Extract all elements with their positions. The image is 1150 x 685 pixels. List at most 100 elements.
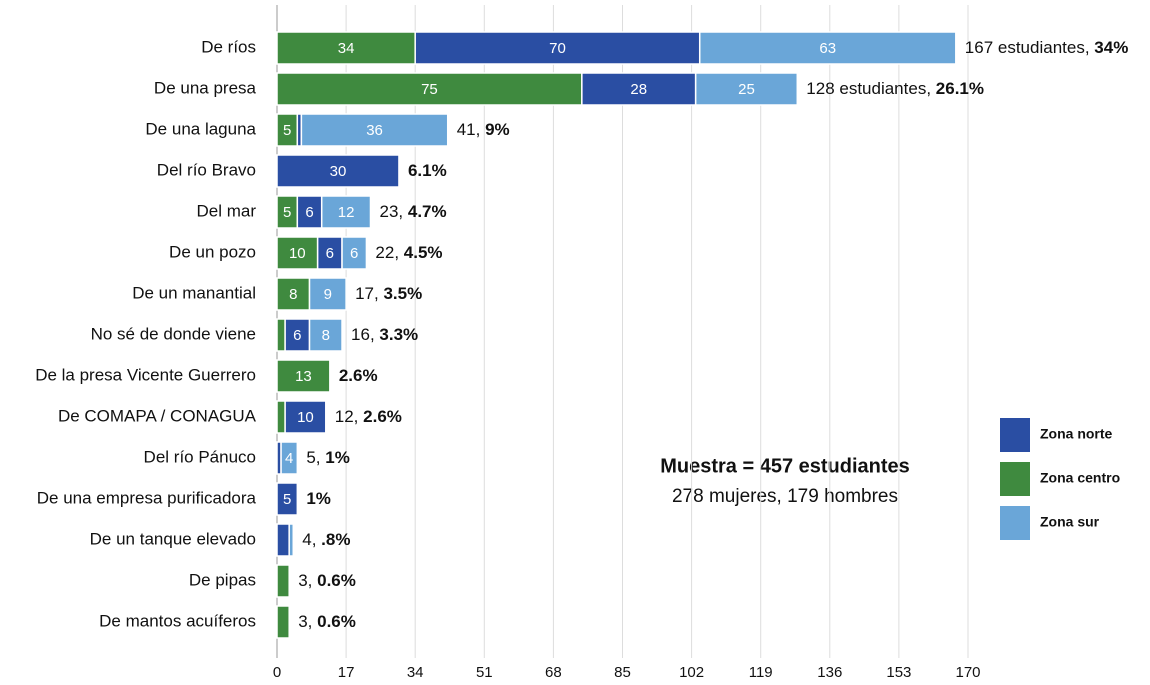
segment-label: 6 xyxy=(326,245,334,262)
total-label: 6.1% xyxy=(408,161,447,180)
segment-label: 8 xyxy=(322,327,330,344)
category-label: De una presa xyxy=(154,78,257,97)
count-label: 41, xyxy=(457,120,481,139)
percent-label: 1% xyxy=(306,489,331,508)
x-tick-label: 170 xyxy=(955,664,980,681)
category-label: De un tanque elevado xyxy=(90,529,256,548)
category-label: Del río Pánuco xyxy=(144,447,256,466)
bar-segment xyxy=(276,277,311,311)
total-label: 3, 0.6% xyxy=(298,571,356,590)
x-tick-label: 119 xyxy=(749,664,773,681)
count-label: 16, xyxy=(351,325,375,344)
bar-segment xyxy=(276,154,400,188)
category-label: De un pozo xyxy=(169,242,256,261)
x-tick-label: 17 xyxy=(338,664,355,681)
category-label: Del río Bravo xyxy=(157,160,256,179)
segment-label: 8 xyxy=(289,286,297,303)
percent-label: 0.6% xyxy=(317,571,356,590)
category-label: De pipas xyxy=(189,570,256,589)
percent-label: .8% xyxy=(321,530,350,549)
segment-label: 28 xyxy=(630,81,647,98)
segment-label: 25 xyxy=(738,81,755,98)
legend-label: Zona norte xyxy=(1040,426,1113,442)
total-label: 23, 4.7% xyxy=(379,202,446,221)
total-label: 3, 0.6% xyxy=(298,612,356,631)
bar-segment xyxy=(276,72,583,106)
total-label: 17, 3.5% xyxy=(355,284,422,303)
count-label: 23, xyxy=(379,202,403,221)
count-label: 167 estudiantes, xyxy=(965,38,1090,57)
bar-segment xyxy=(276,564,290,598)
bar-segment xyxy=(284,318,311,352)
x-tick-label: 68 xyxy=(545,664,562,681)
segment-label: 6 xyxy=(350,245,358,262)
category-label: De la presa Vicente Guerrero xyxy=(35,365,256,384)
category-label: De un manantial xyxy=(132,283,256,302)
count-label: 3, xyxy=(298,571,312,590)
legend-swatch xyxy=(1000,462,1030,496)
percent-label: 0.6% xyxy=(317,612,356,631)
total-label: 1% xyxy=(306,489,331,508)
segment-label: 9 xyxy=(324,286,332,303)
bar-segment xyxy=(276,31,416,65)
bar-segment xyxy=(414,31,701,65)
bar-segment xyxy=(308,318,343,352)
x-tick-label: 51 xyxy=(476,664,493,681)
bar-segment xyxy=(308,277,347,311)
count-label: 22, xyxy=(375,243,399,262)
bar-segment xyxy=(276,359,331,393)
bar-segment xyxy=(276,605,290,639)
percent-label: 34% xyxy=(1094,38,1128,57)
segment-label: 5 xyxy=(283,122,291,139)
bar-segment xyxy=(276,318,286,352)
category-label: Del mar xyxy=(196,201,256,220)
percent-label: 2.6% xyxy=(339,366,378,385)
total-label: 22, 4.5% xyxy=(375,243,442,262)
percent-label: 1% xyxy=(325,448,350,467)
segment-label: 10 xyxy=(289,245,306,262)
percent-label: 6.1% xyxy=(408,161,447,180)
category-label: De COMAPA / CONAGUA xyxy=(58,406,257,425)
total-label: 5, 1% xyxy=(306,448,350,467)
percent-label: 4.7% xyxy=(408,202,447,221)
total-label: 12, 2.6% xyxy=(335,407,402,426)
segment-label: 4 xyxy=(285,450,293,467)
bar-segment xyxy=(316,236,343,270)
bar-segment xyxy=(581,72,697,106)
segment-label: 6 xyxy=(305,204,313,221)
category-label: De mantos acuíferos xyxy=(99,611,256,630)
bar-segment xyxy=(276,482,299,516)
percent-label: 2.6% xyxy=(363,407,402,426)
x-tick-label: 0 xyxy=(273,664,281,681)
total-label: 41, 9% xyxy=(457,120,510,139)
count-label: 5, xyxy=(306,448,320,467)
bar-segment xyxy=(694,72,799,106)
total-label: 16, 3.3% xyxy=(351,325,418,344)
category-label: No sé de donde viene xyxy=(91,324,256,343)
total-label: 2.6% xyxy=(339,366,378,385)
segment-label: 5 xyxy=(283,491,291,508)
bar-segment xyxy=(280,441,299,475)
count-label: 4, xyxy=(302,530,316,549)
bar-segment xyxy=(288,523,295,557)
count-label: 12, xyxy=(335,407,359,426)
segment-label: 70 xyxy=(549,40,566,57)
percent-label: 9% xyxy=(485,120,510,139)
legend-swatch xyxy=(1000,418,1030,452)
segment-label: 5 xyxy=(283,204,291,221)
segment-label: 10 xyxy=(297,409,314,426)
percent-label: 3.5% xyxy=(383,284,422,303)
count-label: 17, xyxy=(355,284,379,303)
count-label: 128 estudiantes, xyxy=(806,79,931,98)
segment-label: 36 xyxy=(366,122,383,139)
x-tick-label: 34 xyxy=(407,664,424,681)
total-label: 128 estudiantes, 26.1% xyxy=(806,79,984,98)
bar-segment xyxy=(276,400,286,434)
x-tick-label: 102 xyxy=(679,664,704,681)
bar-segment xyxy=(276,523,290,557)
segment-label: 63 xyxy=(819,40,836,57)
segment-label: 6 xyxy=(293,327,301,344)
category-label: De una empresa purificadora xyxy=(37,488,257,507)
percent-label: 4.5% xyxy=(404,243,443,262)
